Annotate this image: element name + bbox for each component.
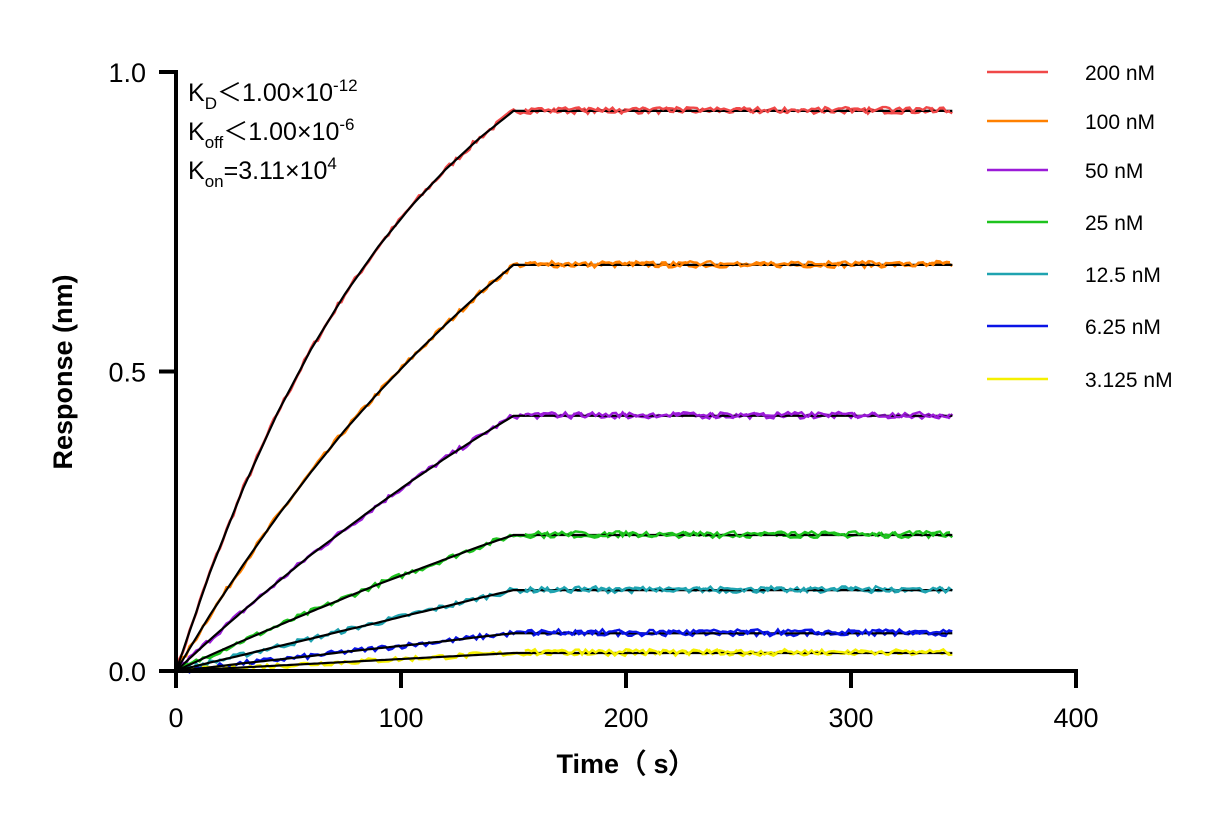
annotation-rel: ＜1.00×10 — [217, 79, 333, 107]
legend-label: 3.125 nM — [1085, 369, 1173, 392]
fit-line-25-nM — [175, 533, 953, 672]
x-tick-label: 400 — [1053, 703, 1098, 733]
annotation-rel: ＜1.00×10 — [223, 118, 339, 146]
y-tick-label: 0.5 — [108, 358, 146, 388]
legend-label: 6.25 nM — [1085, 316, 1161, 339]
kinetic-constant-off: Koff＜1.00×10-6 — [188, 115, 354, 152]
series-dissociation-200-nM — [524, 105, 951, 115]
kinetic-constant-D: KD＜1.00×10-12 — [188, 76, 358, 113]
series-line-12_5-nM — [175, 585, 954, 674]
x-tick-label: 200 — [603, 703, 648, 733]
fit-line-3_125-nM — [175, 651, 953, 673]
annotation-sub: on — [205, 172, 224, 191]
x-tick-label: 100 — [378, 703, 423, 733]
legend-label: 100 nM — [1085, 111, 1155, 134]
series-dissociation-12_5-nM — [524, 584, 951, 594]
annotation-sub: D — [205, 94, 217, 113]
legend-label: 25 nM — [1085, 212, 1143, 235]
legend-label: 50 nM — [1085, 160, 1143, 183]
annotation-sup: -6 — [339, 115, 354, 134]
y-tick-label: 0.0 — [108, 657, 146, 687]
fit-line-50-nM — [175, 414, 953, 672]
annotation-main: K — [188, 157, 205, 185]
legend: 200 nM 100 nM 50 nM 25 nM 12.5 nM 6.25 nM 3.12… — [987, 62, 1173, 392]
series-dissociation-50-nM — [524, 410, 951, 420]
series-dissociation-25-nM — [524, 529, 951, 539]
series-dissociation-100-nM — [524, 259, 951, 268]
legend-label: 12.5 nM — [1085, 264, 1161, 287]
annotation-sub: off — [205, 133, 224, 152]
series-dissociation-3_125-nM — [524, 647, 951, 657]
annotation-rel: =3.11×10 — [224, 157, 328, 185]
series-line-100-nM — [174, 259, 954, 673]
kinetic-constant-on: Kon=3.11×104 — [188, 154, 337, 191]
annotation-sup: -12 — [333, 76, 358, 95]
annotation-main: K — [188, 118, 205, 146]
legend-label: 200 nM — [1085, 62, 1155, 85]
plot-curves — [174, 105, 954, 674]
fit-line-100-nM — [175, 263, 953, 672]
x-tick-label: 300 — [828, 703, 873, 733]
x-axis-label: Time（ s） — [556, 749, 695, 779]
x-tick-label: 0 — [168, 703, 183, 733]
ticks: 0 100 200 300 400 0.0 0.5 1.0 — [108, 58, 1098, 733]
series-dissociation-6_25-nM — [523, 627, 951, 637]
annotation-sup: 4 — [327, 154, 336, 173]
fit-line-12_5-nM — [175, 589, 953, 673]
annotation-main: K — [188, 79, 205, 107]
y-tick-label: 1.0 — [108, 58, 146, 88]
y-axis-label: Response (nm) — [48, 274, 78, 469]
